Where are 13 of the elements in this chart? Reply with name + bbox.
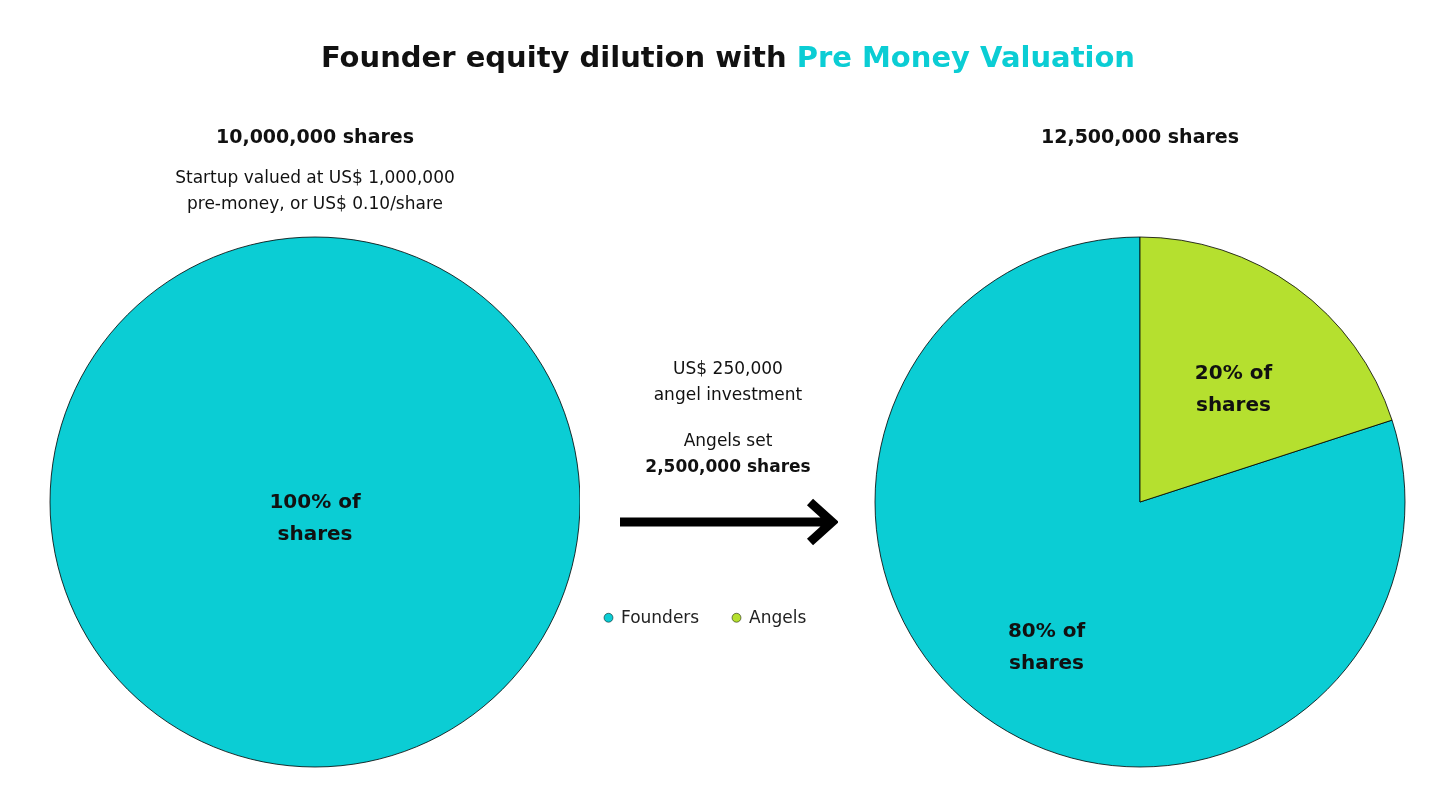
chart-subtitle: 10,000,000 shares (215, 125, 415, 148)
text: Angels set (682, 429, 774, 452)
data-label: 100% of shares (269, 489, 361, 545)
text: US$ 250,000 angel investment (653, 357, 803, 406)
text: Founder equity dilution with Pre Money Valuation (320, 40, 1136, 74)
legend-label: Founders (621, 606, 700, 627)
legend-label: Angels (749, 606, 807, 627)
data-label: 80% of shares (1007, 617, 1086, 674)
chart-subtitle: 12,500,000 shares (1040, 125, 1240, 148)
data-label: 20% of shares (1194, 360, 1273, 417)
text: Startup valued at US$ 1,000,000 pre-money, or US$ 0.10/share (174, 166, 456, 215)
text: 2,500,000 shares (644, 455, 812, 478)
pie-slice (874, 236, 1405, 768)
